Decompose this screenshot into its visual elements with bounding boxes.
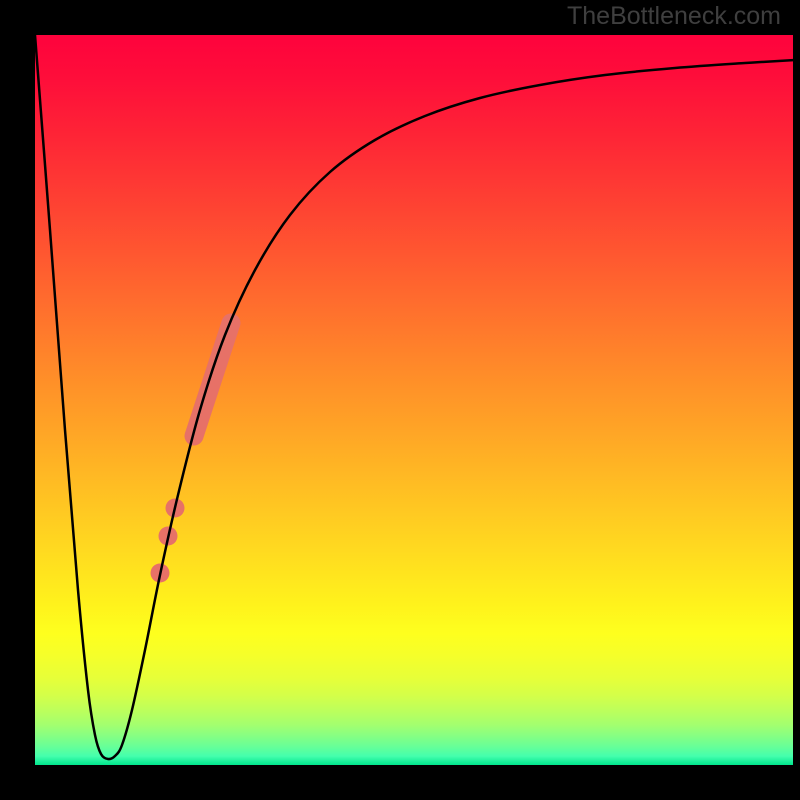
bottleneck-chart: TheBottleneck.com xyxy=(0,0,800,800)
chart-canvas xyxy=(0,0,800,800)
gradient-background xyxy=(35,35,793,765)
watermark-text: TheBottleneck.com xyxy=(567,2,781,31)
